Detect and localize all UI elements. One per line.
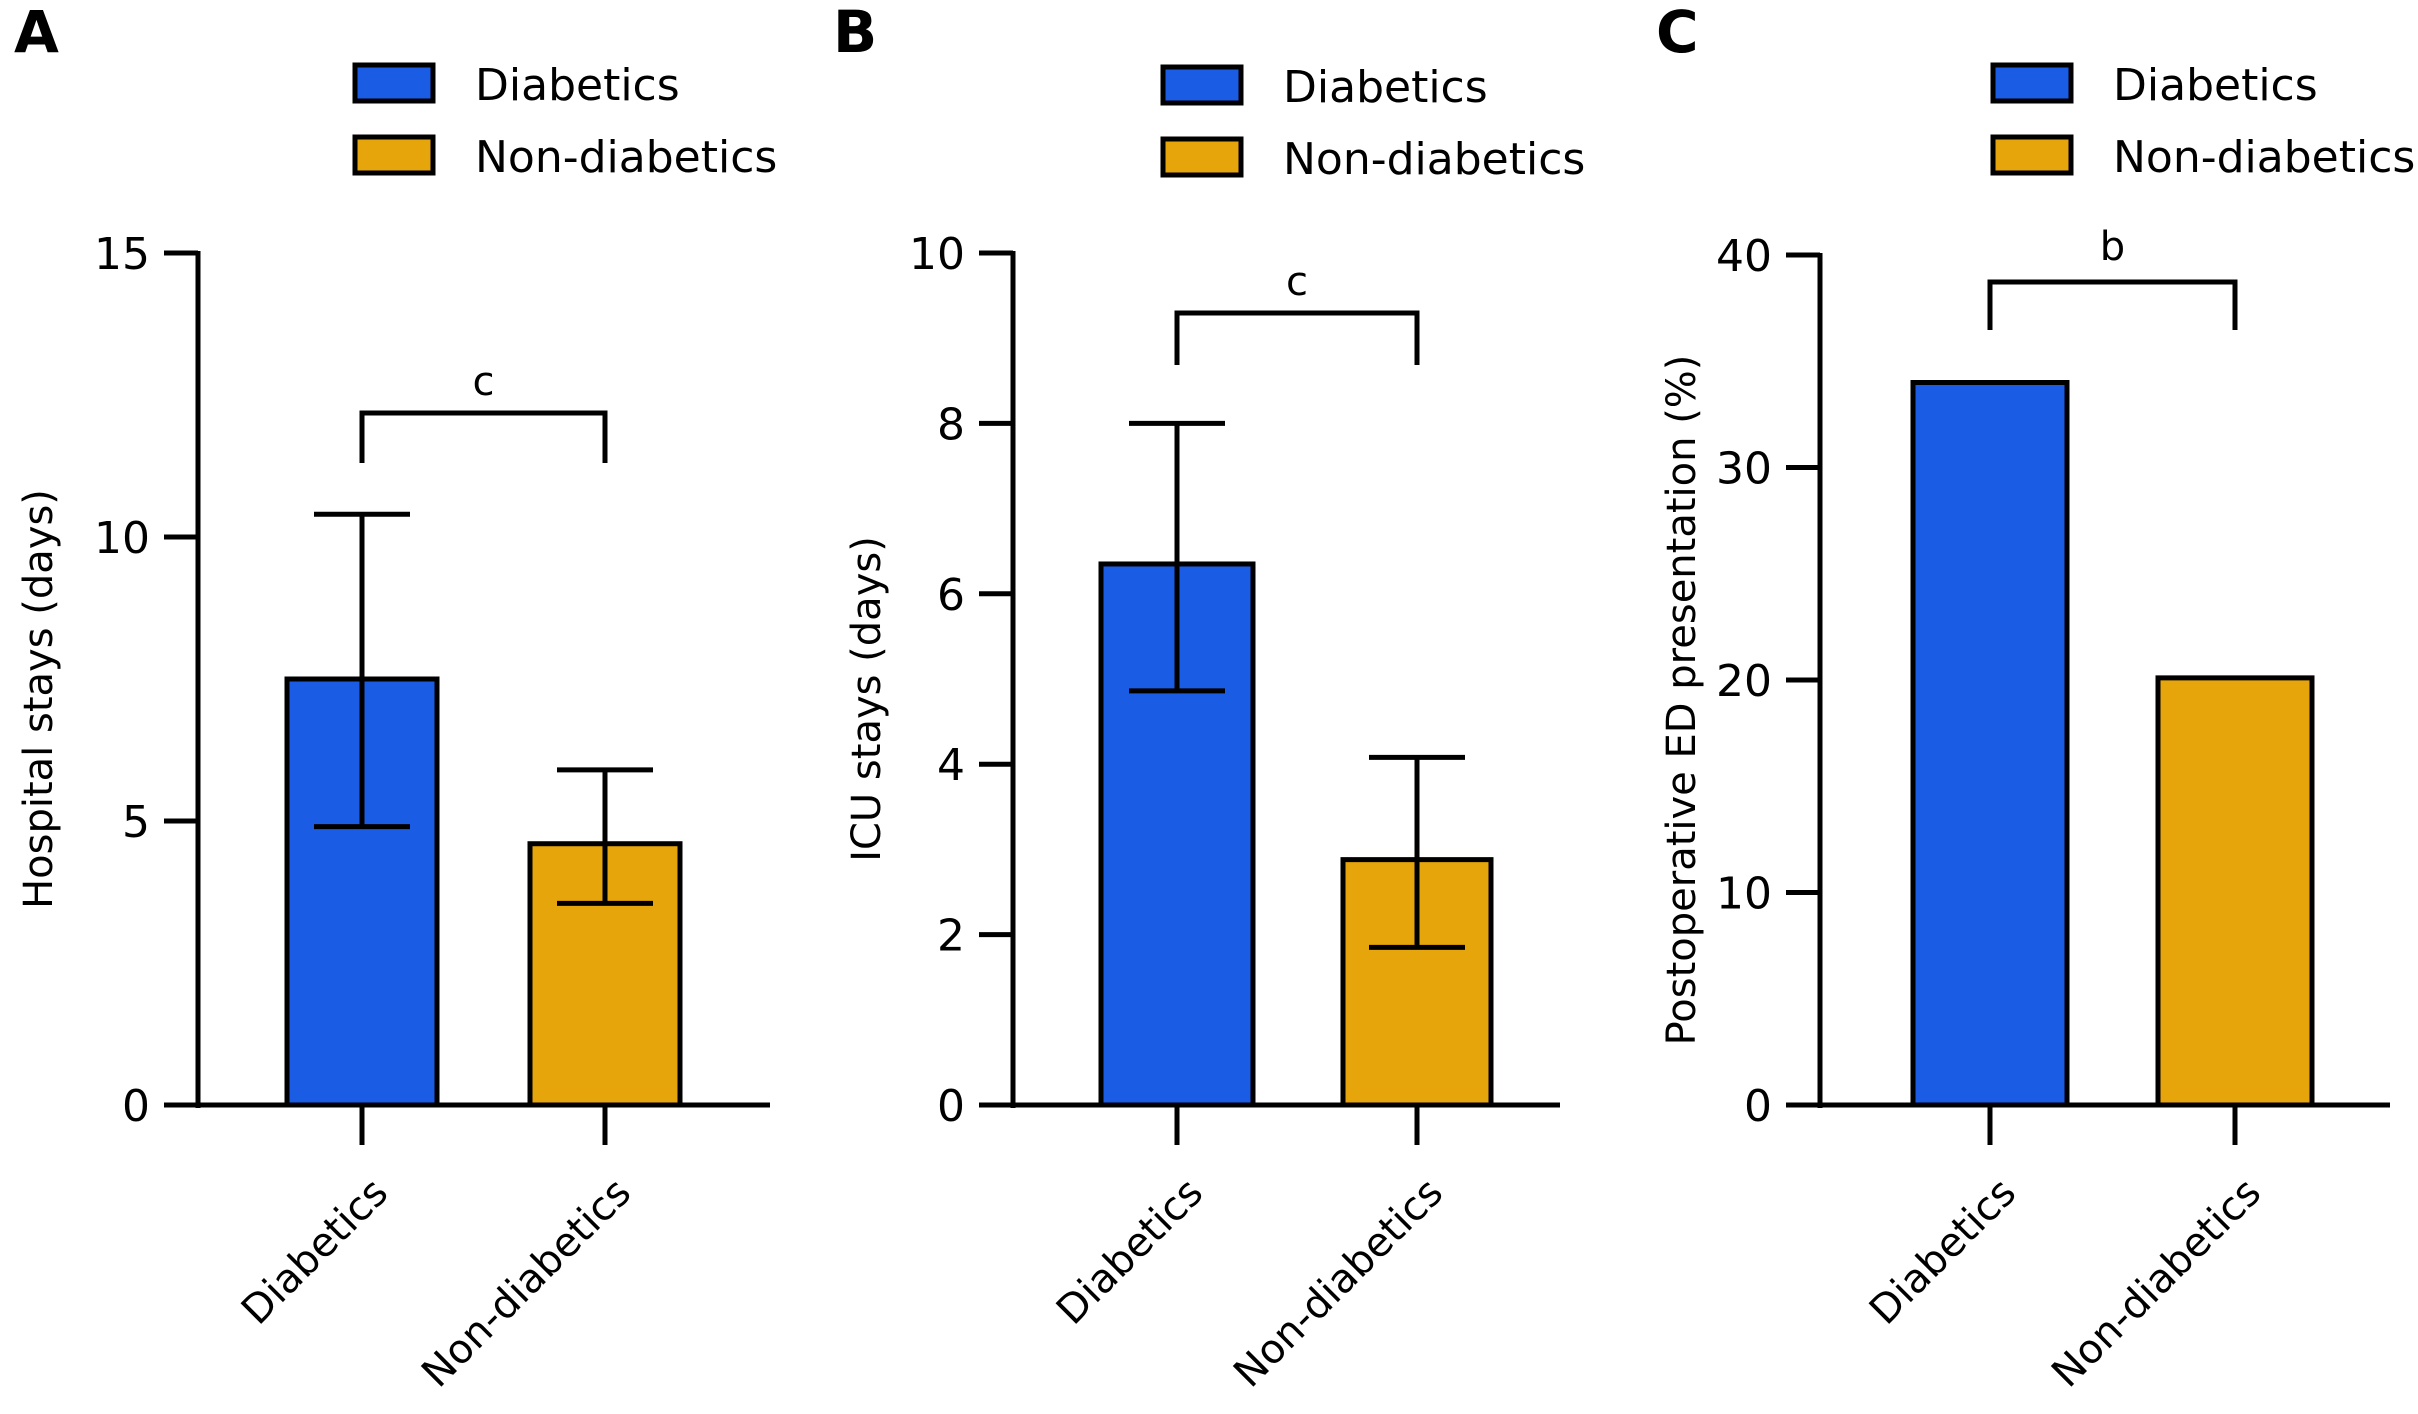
y-tick-label: 5 <box>122 797 150 848</box>
legend-label: Diabetics <box>1283 62 1488 113</box>
panel-label: B <box>833 0 877 66</box>
y-tick-label: 0 <box>937 1081 965 1132</box>
x-tick-label: Diabetics <box>1048 1170 1212 1334</box>
y-tick-label: 10 <box>94 513 150 564</box>
panel-c: CDiabeticsNon-diabetics010203040Postoper… <box>1656 0 2415 1396</box>
y-tick-label: 15 <box>94 229 150 280</box>
legend-label: Diabetics <box>2113 60 2318 111</box>
significance-bracket <box>1174 310 1420 365</box>
significance-label: c <box>473 359 495 405</box>
y-tick-label: 30 <box>1716 444 1772 495</box>
legend-label: Non-diabetics <box>1283 134 1585 185</box>
x-tick-label: Non-diabetics <box>2043 1170 2270 1397</box>
y-tick-label: 4 <box>937 740 965 791</box>
y-tick-label: 20 <box>1716 656 1772 707</box>
x-tick-label: Non-diabetics <box>413 1170 640 1397</box>
legend-swatch-diabetics <box>352 62 436 104</box>
y-tick-label: 8 <box>937 399 965 450</box>
y-tick-label: 10 <box>909 229 965 280</box>
y-tick-label: 2 <box>937 911 965 962</box>
significance-bracket <box>359 410 608 463</box>
legend: Diabetics Non-diabetics <box>352 60 777 183</box>
legend-swatch-non-diabetics <box>1990 134 2074 176</box>
panel-label: A <box>14 0 59 66</box>
y-tick-label: 0 <box>122 1081 150 1132</box>
bar-non-diabetics <box>2155 675 2315 1108</box>
significance-label: b <box>2100 224 2125 270</box>
significance-label: c <box>1286 259 1308 305</box>
legend-swatch-non-diabetics <box>1160 136 1244 178</box>
legend: Diabetics Non-diabetics <box>1990 60 2415 183</box>
y-tick-label: 0 <box>1744 1081 1772 1132</box>
y-tick-label: 40 <box>1716 231 1772 282</box>
legend-swatch-diabetics <box>1160 64 1244 106</box>
x-tick-label: Diabetics <box>1861 1170 2025 1334</box>
y-tick-label: 6 <box>937 570 965 621</box>
panel-label: C <box>1656 0 1699 66</box>
y-axis-title: Postoperative ED presentation (%) <box>1659 355 1705 1046</box>
legend-label: Diabetics <box>475 60 680 111</box>
legend-swatch-diabetics <box>1990 62 2074 104</box>
legend-label: Non-diabetics <box>475 132 777 183</box>
x-tick-label: Non-diabetics <box>1225 1170 1452 1397</box>
y-tick-label: 10 <box>1716 869 1772 920</box>
legend: Diabetics Non-diabetics <box>1160 62 1585 185</box>
legend-swatch-non-diabetics <box>352 134 436 176</box>
significance-bracket <box>1987 279 2238 330</box>
x-tick-label: Diabetics <box>233 1170 397 1334</box>
legend-label: Non-diabetics <box>2113 132 2415 183</box>
y-axis-title: ICU stays (days) <box>844 536 890 862</box>
bar-diabetics <box>1910 380 2070 1108</box>
y-axis-title: Hospital stays (days) <box>16 489 62 909</box>
